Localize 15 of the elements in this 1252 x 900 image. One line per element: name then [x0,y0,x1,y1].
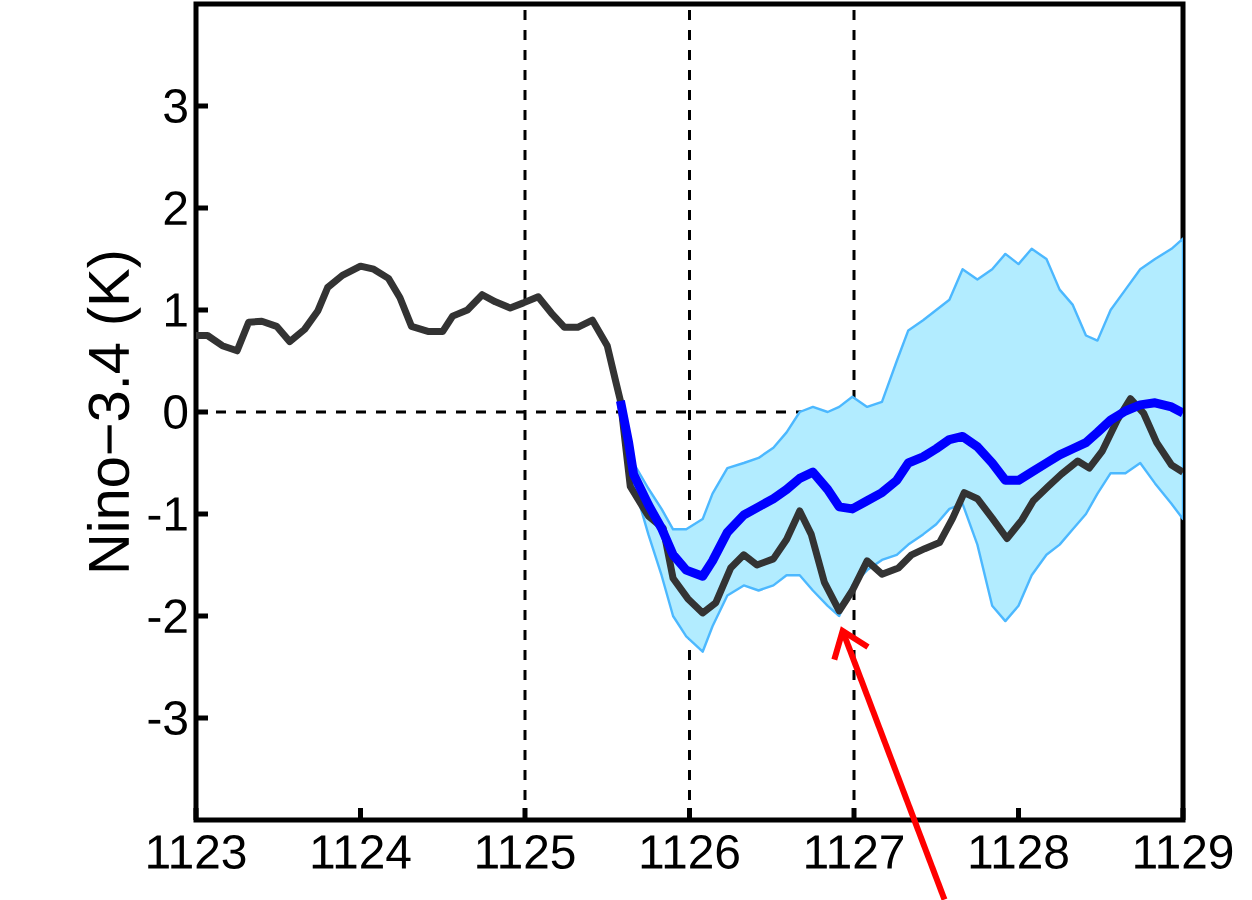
x-tick-label: 1128 [970,835,1068,869]
y-tick-label: -2 [148,599,187,633]
x-tick-label: 1129 [1135,835,1233,869]
x-tick-label: 1123 [148,835,246,869]
y-tick-label: 1 [166,293,187,327]
y-tick-label: 3 [164,89,187,123]
x-tick-label: 1124 [312,835,411,869]
y-tick-label: 0 [164,395,188,429]
x-tick-label: 1125 [477,835,575,869]
y-tick-label: -3 [148,701,187,735]
y-tick-label: 2 [164,191,187,225]
x-tick-label: 1126 [641,835,739,869]
y-axis-title: Nino−3.4 (K) [86,252,141,571]
x-tick-label: 1127 [806,835,903,869]
y-tick-label: -1 [148,497,187,531]
